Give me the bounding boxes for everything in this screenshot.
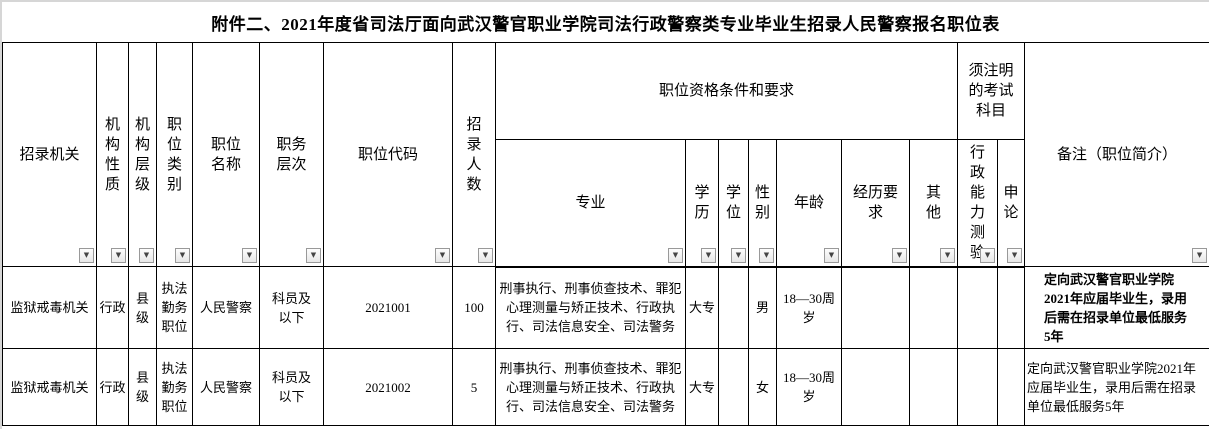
header-position-code-label: 职位代码 [357,146,418,163]
header-education[interactable]: 学历 ▼ [685,139,719,268]
header-degree-label: 学位 [725,184,741,221]
table-row: 监狱戒毒机关 行政 县级 执法勤务职位 人民警察 科员及以下 2021001 1… [2,266,1209,349]
cell-age[interactable]: 18—30周岁 [776,266,842,349]
header-essay[interactable]: 申论 ▼ [997,139,1026,268]
header-age[interactable]: 年龄 ▼ [776,139,842,268]
filter-dropdown-icon[interactable]: ▼ [759,247,774,263]
header-position-name[interactable]: 职位名称 ▼ [192,42,260,267]
header-major[interactable]: 专业 ▼ [495,139,686,268]
cell-degree[interactable] [718,266,749,349]
header-position-code[interactable]: 职位代码 ▼ [323,42,453,267]
filter-dropdown-icon[interactable]: ▼ [1007,247,1023,263]
filter-dropdown-icon[interactable]: ▼ [980,247,996,263]
filter-dropdown-icon[interactable]: ▼ [824,247,839,263]
header-org-nature[interactable]: 机构性质 ▼ [96,42,129,267]
header-experience[interactable]: 经历要求 ▼ [841,139,910,268]
header-age-label: 年龄 [793,194,824,211]
cell-position-name[interactable]: 人民警察 [192,348,260,426]
header-position-category-label: 职位类别 [166,116,182,193]
header-qualifications-group-label: 职位资格条件和要求 [659,83,795,99]
header-org-level[interactable]: 机构层级 ▼ [128,42,157,267]
cell-remark[interactable]: 定向武汉警官职业学院2021年应届毕业生，录用后需在招录单位最低服务5年 [1024,348,1209,426]
filter-dropdown-icon[interactable]: ▼ [111,248,126,263]
cell-gender[interactable]: 男 [748,266,777,349]
filter-dropdown-icon[interactable]: ▼ [940,247,956,263]
header-gender[interactable]: 性别 ▼ [748,139,777,268]
header-exam-subjects-group[interactable]: 须注明的考试科目 [957,42,1026,140]
cell-degree[interactable] [718,348,749,426]
cell-admin-ability-test[interactable] [957,266,999,349]
header-major-label: 专业 [575,194,606,211]
filter-dropdown-icon[interactable]: ▼ [175,248,190,263]
filter-dropdown-icon[interactable]: ▼ [435,248,450,263]
filter-dropdown-icon[interactable]: ▼ [139,248,154,263]
header-exam-subjects-group-label: 须注明的考试科目 [968,63,1014,119]
cell-age[interactable]: 18—30周岁 [776,348,842,426]
filter-dropdown-icon[interactable]: ▼ [1192,248,1208,263]
filter-dropdown-icon[interactable]: ▼ [892,247,907,263]
header-education-label: 学历 [694,184,710,221]
filter-dropdown-icon[interactable]: ▼ [306,248,321,263]
cell-essay[interactable] [997,348,1026,426]
filter-dropdown-icon[interactable]: ▼ [242,248,257,263]
header-admin-ability-test[interactable]: 行政能力测验 ▼ [957,139,999,268]
header-gender-label: 性别 [754,184,770,221]
filter-dropdown-icon[interactable]: ▼ [731,247,746,263]
header-position-name-label: 职位名称 [210,136,241,173]
cell-agency[interactable]: 监狱戒毒机关 [2,266,97,349]
header-remarks-label: 备注（职位简介） [1057,146,1178,163]
positions-table: 招录机关 ▼ 机构性质 ▼ 机构层级 ▼ 职位类别 ▼ 职位名称 ▼ [2,42,1209,426]
header-headcount[interactable]: 招录人数 ▼ [452,42,496,267]
header-agency[interactable]: 招录机关 ▼ [2,42,97,267]
cell-headcount[interactable]: 100 [452,266,496,349]
cell-remark[interactable]: 定向武汉警官职业学院2021年应届毕业生，录用后需在招录单位最低服务5年 [1024,266,1209,349]
header-remarks[interactable]: 备注（职位简介） ▼ [1024,42,1209,267]
cell-org-nature[interactable]: 行政 [96,266,129,349]
cell-other[interactable] [908,348,959,426]
header-other[interactable]: 其他 ▼ [908,139,959,268]
filter-dropdown-icon[interactable]: ▼ [478,248,493,263]
cell-experience[interactable] [841,348,910,426]
header-org-level-label: 机构层级 [134,116,150,193]
filter-dropdown-icon[interactable]: ▼ [79,248,94,263]
filter-dropdown-icon[interactable]: ▼ [701,247,716,263]
filter-dropdown-icon[interactable]: ▼ [668,247,683,263]
header-position-category[interactable]: 职位类别 ▼ [156,42,193,267]
cell-agency[interactable]: 监狱戒毒机关 [2,348,97,426]
cell-education[interactable]: 大专 [685,266,719,349]
table-row: 监狱戒毒机关 行政 县级 执法勤务职位 人民警察 科员及以下 2021002 5… [2,348,1209,426]
table-title: 附件二、2021年度省司法厅面向武汉警官职业学院司法行政警察类专业毕业生招录人民… [211,14,1000,34]
header-other-label: 其他 [925,184,941,221]
header-rank-label: 职务层次 [276,136,307,173]
header-admin-ability-test-label: 行政能力测验 [970,144,986,261]
cell-other[interactable] [908,266,959,349]
cell-position-category[interactable]: 执法勤务职位 [156,266,193,349]
header-experience-label: 经历要求 [852,184,898,221]
header-agency-label: 招录机关 [19,146,80,163]
cell-rank[interactable]: 科员及以下 [259,266,324,349]
cell-rank[interactable]: 科员及以下 [259,348,324,426]
header-degree[interactable]: 学位 ▼ [718,139,749,268]
cell-headcount[interactable]: 5 [452,348,496,426]
header-headcount-label: 招录人数 [466,116,482,193]
cell-major[interactable]: 刑事执行、刑事侦查技术、罪犯心理测量与矫正技术、行政执行、司法信息安全、司法警务 [495,266,686,349]
cell-position-name[interactable]: 人民警察 [192,266,260,349]
cell-experience[interactable] [841,266,910,349]
cell-org-nature[interactable]: 行政 [96,348,129,426]
header-qualifications-group[interactable]: 职位资格条件和要求 [494,42,959,140]
cell-admin-ability-test[interactable] [957,348,999,426]
cell-gender[interactable]: 女 [748,348,777,426]
cell-position-code[interactable]: 2021002 [323,348,453,426]
cell-position-code[interactable]: 2021001 [323,266,453,349]
header-essay-label: 申论 [1003,184,1019,221]
cell-org-level[interactable]: 县级 [128,348,157,426]
header-org-nature-label: 机构性质 [104,116,120,193]
cell-education[interactable]: 大专 [685,348,719,426]
cell-essay[interactable] [997,266,1026,349]
cell-major[interactable]: 刑事执行、刑事侦查技术、罪犯心理测量与矫正技术、行政执行、司法信息安全、司法警务 [495,348,686,426]
cell-org-level[interactable]: 县级 [128,266,157,349]
header-rank[interactable]: 职务层次 ▼ [259,42,324,267]
cell-position-category[interactable]: 执法勤务职位 [156,348,193,426]
